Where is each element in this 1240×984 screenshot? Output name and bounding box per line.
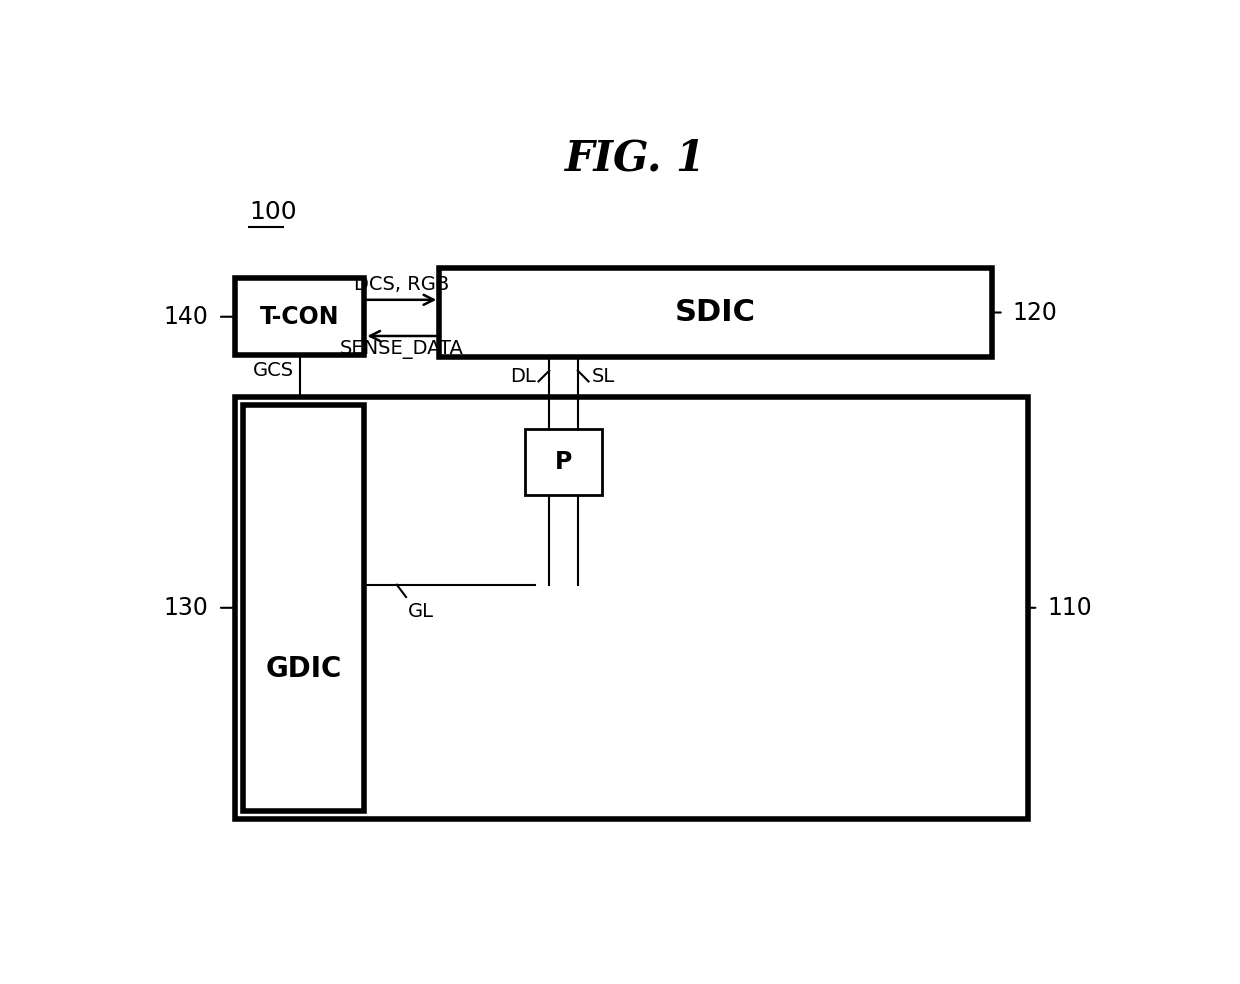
Text: 100: 100 — [249, 201, 296, 224]
Bar — [243, 404, 365, 811]
Bar — [236, 397, 1028, 819]
Text: 110: 110 — [1048, 595, 1092, 620]
Text: GCS: GCS — [253, 361, 294, 381]
Text: P: P — [554, 451, 572, 474]
Text: GL: GL — [408, 601, 434, 621]
Text: SDIC: SDIC — [675, 298, 756, 327]
Text: SENSE_DATA: SENSE_DATA — [340, 339, 464, 359]
Text: 140: 140 — [164, 305, 208, 329]
Text: T-CON: T-CON — [260, 305, 340, 329]
Text: 120: 120 — [1013, 300, 1058, 325]
Bar — [525, 429, 601, 495]
Text: 130: 130 — [164, 595, 208, 620]
Bar — [439, 269, 992, 357]
Text: FIG. 1: FIG. 1 — [565, 137, 706, 179]
Bar — [236, 278, 365, 355]
Text: SL: SL — [591, 367, 615, 387]
Text: DL: DL — [510, 367, 536, 387]
Text: DCS, RGB: DCS, RGB — [355, 275, 449, 293]
Text: GDIC: GDIC — [265, 655, 342, 684]
